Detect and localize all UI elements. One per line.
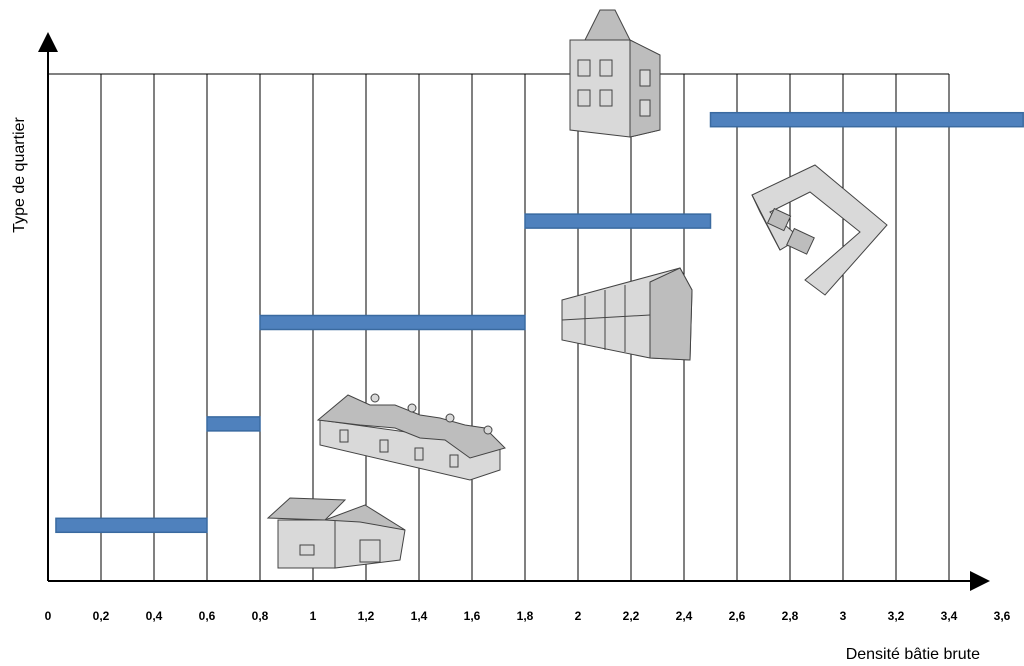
detached-house (266, 497, 406, 569)
y-axis-title: Type de quartier (11, 117, 28, 233)
bar (55, 517, 208, 534)
x-tick-label: 1 (310, 609, 317, 623)
x-tick-label: 2,6 (729, 609, 746, 623)
x-tick-label: 0,4 (146, 609, 163, 623)
x-tick-label: 2,2 (623, 609, 640, 623)
bar (206, 416, 261, 432)
illustrations (266, 9, 888, 569)
x-tick-label: 3 (840, 609, 847, 623)
x-tick-label: 3,4 (941, 609, 958, 623)
x-tick-label: 0,2 (93, 609, 110, 623)
townhouses (561, 267, 693, 361)
x-tick-label: 2,8 (782, 609, 799, 623)
bar (709, 111, 1024, 128)
courtyard-block (751, 164, 888, 296)
x-tick-label: 0,8 (252, 609, 269, 623)
x-tick-label: 1,8 (517, 609, 534, 623)
x-tick-label: 2,4 (676, 609, 693, 623)
x-tick-label: 1,6 (464, 609, 481, 623)
x-tick-label: 2 (575, 609, 582, 623)
x-tick-label: 1,2 (358, 609, 375, 623)
x-tick-label: 1,4 (411, 609, 428, 623)
x-tick-label: 3,6 (994, 609, 1011, 623)
apartment-block (569, 9, 661, 138)
row-houses (316, 393, 506, 481)
bar (259, 314, 526, 331)
bar (524, 213, 712, 229)
x-tick-label: 0 (45, 609, 52, 623)
x-tick-label: 0,6 (199, 609, 216, 623)
x-axis-title: Densité bâtie brute (846, 646, 980, 663)
x-tick-label: 3,2 (888, 609, 905, 623)
